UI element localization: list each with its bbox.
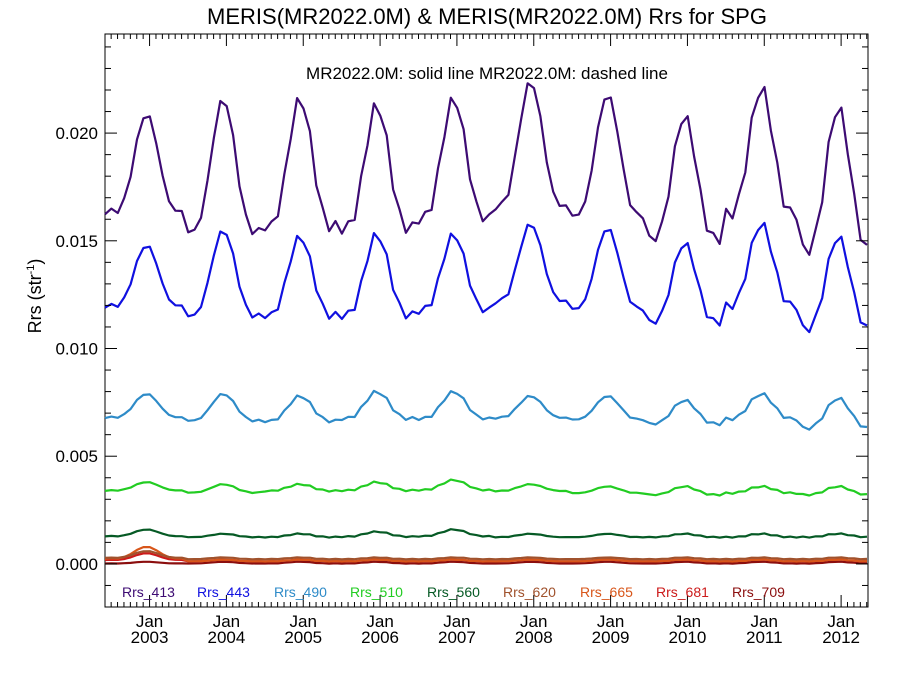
y-axis-label: Rrs (str-1) bbox=[25, 259, 45, 334]
y-tick-label: 0.020 bbox=[55, 124, 98, 143]
legend-label-rrs-413: Rrs_413 bbox=[122, 584, 175, 600]
y-axis-label-superscript: -1 bbox=[25, 265, 37, 275]
series-line-rrs-510 bbox=[104, 478, 868, 497]
x-tick-month-label: Jan bbox=[751, 612, 778, 631]
x-tick-year-label: 2012 bbox=[822, 628, 860, 647]
x-tick-month-label: Jan bbox=[290, 612, 317, 631]
x-tick-year-label: 2007 bbox=[438, 628, 476, 647]
x-tick-month-label: Jan bbox=[213, 612, 240, 631]
x-tick-year-label: 2005 bbox=[284, 628, 322, 647]
y-tick-label: 0.000 bbox=[55, 555, 98, 574]
x-tick-month-label: Jan bbox=[674, 612, 701, 631]
legend-label-rrs-443: Rrs_443 bbox=[197, 584, 250, 600]
x-tick-year-label: 2009 bbox=[592, 628, 630, 647]
x-tick-month-label: Jan bbox=[520, 612, 547, 631]
x-tick-month-label: Jan bbox=[597, 612, 624, 631]
series-line-rrs-665 bbox=[104, 546, 868, 563]
legend-label-rrs-709: Rrs_709 bbox=[732, 584, 785, 600]
y-tick-label: 0.005 bbox=[55, 447, 98, 466]
y-axis: 0.000 0.005 0.010 0.015 0.020 bbox=[55, 46, 868, 586]
plot-frame bbox=[104, 33, 869, 608]
series-layer bbox=[104, 82, 868, 565]
y-tick-label: 0.010 bbox=[55, 340, 98, 359]
x-tick-year-label: 2010 bbox=[669, 628, 707, 647]
x-tick-year-label: 2008 bbox=[515, 628, 553, 647]
series-line-rrs-560 bbox=[104, 528, 868, 539]
chart-title: MERIS(MR2022.0M) & MERIS(MR2022.0M) Rrs … bbox=[207, 4, 767, 29]
x-tick-month-label: Jan bbox=[366, 612, 393, 631]
series-line-rrs-490 bbox=[104, 389, 868, 431]
x-tick-month-label: Jan bbox=[136, 612, 163, 631]
series-line-rrs-443 bbox=[104, 221, 868, 334]
series-line-rrs-413 bbox=[104, 82, 868, 256]
legend-label-rrs-681: Rrs_681 bbox=[656, 584, 709, 600]
legend-label-rrs-510: Rrs_510 bbox=[350, 584, 403, 600]
legend-label-rrs-620: Rrs_620 bbox=[503, 584, 556, 600]
legend-label-rrs-665: Rrs_665 bbox=[580, 584, 633, 600]
x-tick-year-label: 2011 bbox=[746, 628, 783, 647]
line-style-annotation: MR2022.0M: solid line MR2022.0M: dashed … bbox=[306, 64, 668, 83]
legend-label-rrs-490: Rrs_490 bbox=[274, 584, 327, 600]
x-tick-year-label: 2006 bbox=[361, 628, 399, 647]
series-line-rrs-620 bbox=[104, 550, 868, 561]
legend-label-rrs-560: Rrs_560 bbox=[427, 584, 480, 600]
x-tick-year-label: 2003 bbox=[131, 628, 169, 647]
plot-border bbox=[104, 33, 869, 608]
y-axis-label-main: Rrs (str bbox=[25, 274, 45, 333]
series-line-rrs-709 bbox=[104, 560, 868, 565]
legend: Rrs_413 Rrs_443 Rrs_490 Rrs_510 Rrs_560 Rrs_6… bbox=[122, 584, 785, 600]
y-tick-label: 0.015 bbox=[55, 232, 98, 251]
x-tick-month-label: Jan bbox=[443, 612, 470, 631]
y-axis-label-suffix: ) bbox=[25, 259, 45, 265]
x-tick-month-label: Jan bbox=[827, 612, 854, 631]
x-axis: Jan2003Jan2004Jan2005Jan2006Jan2007Jan20… bbox=[110, 34, 868, 647]
x-tick-year-label: 2004 bbox=[207, 628, 245, 647]
